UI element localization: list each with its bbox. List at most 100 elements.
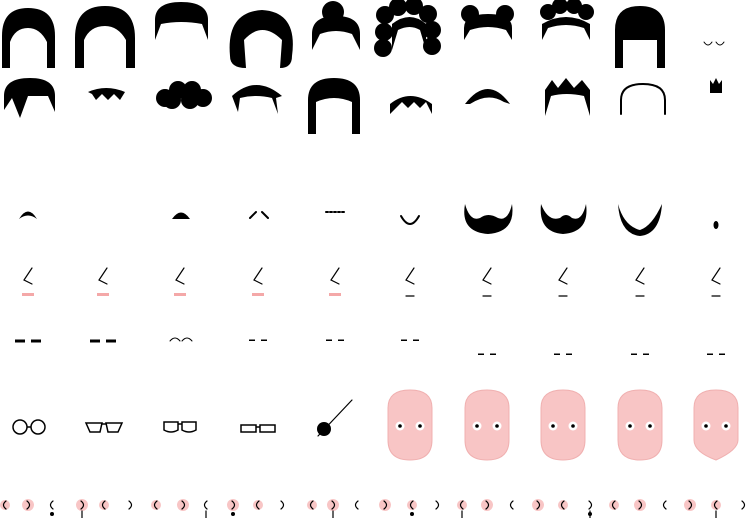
earring [588, 512, 592, 516]
ear [379, 499, 391, 511]
eyebrow [31, 339, 41, 343]
nose [558, 267, 568, 285]
eye-pupil [495, 424, 499, 428]
ear-line [153, 500, 158, 510]
nose [482, 267, 492, 285]
ear [609, 500, 619, 510]
hair [542, 17, 590, 40]
beard [540, 204, 587, 234]
eyebrow [566, 353, 572, 355]
hair-outline [620, 82, 666, 115]
ear-line [2, 500, 7, 510]
ear-line [80, 500, 85, 510]
ear-line [459, 500, 464, 510]
glasses [12, 419, 46, 435]
hair [155, 2, 208, 40]
nose [405, 267, 415, 285]
hair-curl [566, 0, 582, 14]
cheek [97, 293, 109, 296]
glasses [84, 422, 124, 433]
earring [410, 512, 414, 516]
nose [253, 267, 263, 285]
hair [232, 85, 282, 114]
mouth [19, 211, 37, 219]
ear [634, 499, 646, 511]
eyebrow [261, 339, 267, 341]
ear-line [101, 500, 106, 510]
earring [50, 512, 54, 516]
hair [308, 78, 360, 134]
eyebrow [413, 339, 419, 341]
ear [558, 500, 568, 510]
ear [253, 500, 263, 510]
ear-line [231, 500, 236, 510]
ear [0, 500, 10, 510]
hair-curl [374, 39, 392, 57]
nose [175, 267, 185, 285]
hair [464, 14, 512, 40]
eyebrow [707, 353, 713, 355]
head [693, 389, 739, 461]
eye-pupil [648, 424, 652, 428]
eye-pupil [398, 424, 402, 428]
nose [23, 267, 33, 285]
ear [76, 499, 88, 511]
hair [4, 78, 55, 118]
nose [635, 267, 645, 285]
ear-line [49, 500, 54, 510]
ear [151, 500, 161, 510]
ear-line [509, 500, 514, 510]
eye-pupil [551, 424, 555, 428]
ear-line [688, 500, 693, 510]
ear-line [280, 500, 285, 510]
eyebrow [401, 339, 407, 341]
cheek [22, 293, 34, 296]
hair-small [710, 78, 722, 93]
ear [407, 500, 417, 510]
hair-curl [375, 23, 393, 41]
eyebrow [338, 339, 344, 341]
nose [98, 267, 108, 285]
ear-line [435, 500, 440, 510]
ear-line [713, 500, 718, 510]
ear-line [485, 500, 490, 510]
hair-curl [552, 0, 568, 14]
ear-line [331, 500, 336, 510]
glasses [163, 421, 197, 433]
ear [327, 499, 339, 511]
ear-line [383, 500, 388, 510]
eyebrow [106, 339, 116, 343]
eyes-closed [703, 41, 725, 46]
ear [307, 500, 317, 510]
hair [229, 10, 293, 68]
monocle [317, 422, 331, 436]
ear [481, 499, 493, 511]
eyebrow [478, 353, 484, 355]
eyebrow [719, 353, 725, 355]
hair [88, 88, 125, 100]
eye-pupil [571, 424, 575, 428]
ear-line [309, 500, 314, 510]
cheek [329, 293, 341, 296]
earring [231, 512, 235, 516]
ear-line [203, 500, 208, 510]
nose [330, 267, 340, 285]
hair-curl [540, 4, 556, 20]
hair-curl [389, 0, 407, 16]
ear [532, 499, 544, 511]
hair-curl [405, 0, 423, 15]
ear-line [26, 500, 31, 510]
beard [464, 204, 513, 234]
ear-line [536, 500, 541, 510]
hair-curl [423, 37, 441, 55]
head [464, 389, 510, 461]
beard [618, 204, 662, 236]
eyebrow [490, 353, 496, 355]
ear-line [560, 500, 565, 510]
head [617, 389, 663, 461]
eyebrow [631, 353, 637, 355]
eye-pupil [628, 424, 632, 428]
hair-curl [578, 4, 594, 20]
ear-line [611, 500, 616, 510]
